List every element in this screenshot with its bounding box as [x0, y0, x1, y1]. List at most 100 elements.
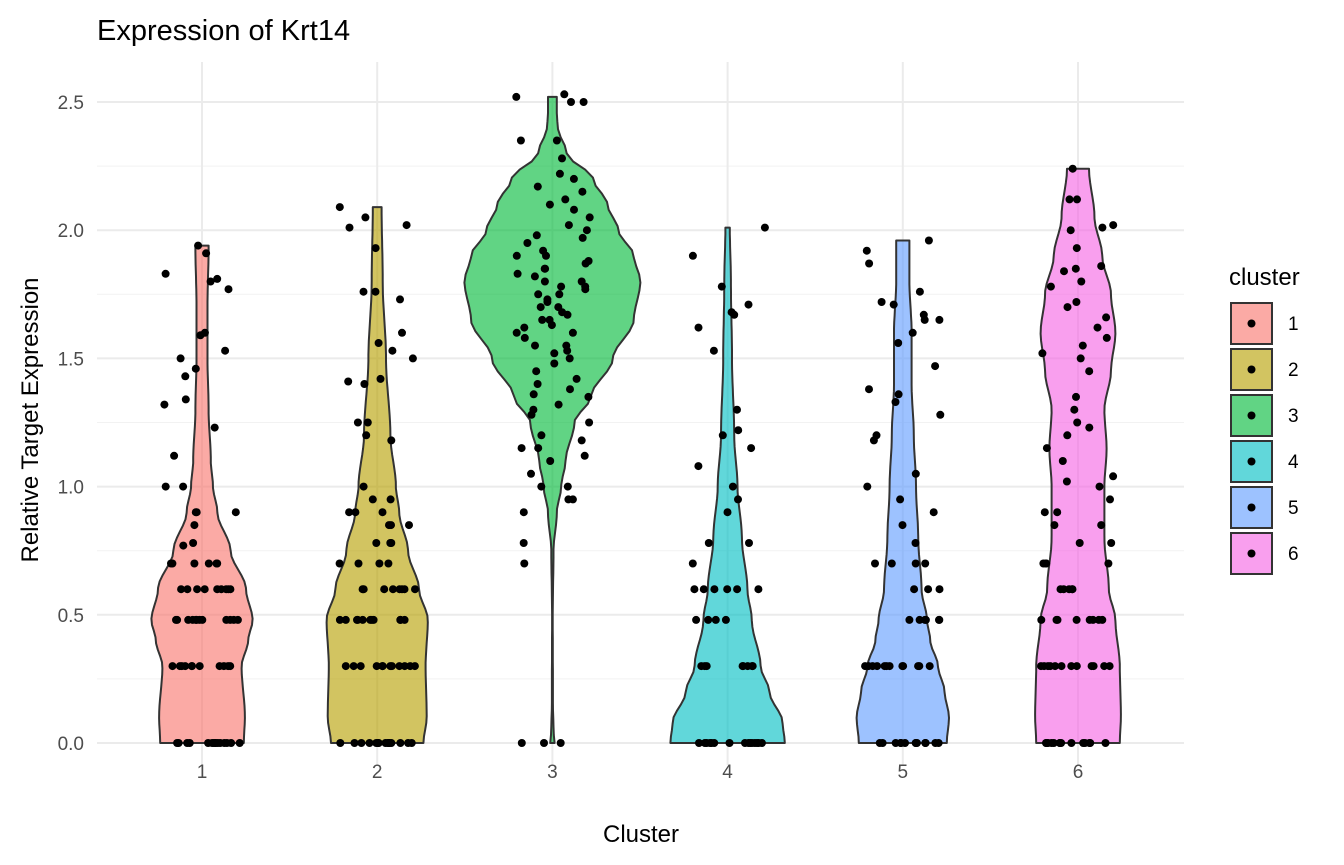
data-point-cluster-1 — [206, 277, 215, 286]
data-point-cluster-6 — [1063, 431, 1072, 440]
data-point-cluster-6 — [1072, 298, 1081, 306]
data-point-cluster-3 — [517, 444, 526, 453]
data-point-cluster-5 — [935, 615, 943, 624]
y-tick-label: 1.5 — [58, 349, 84, 370]
data-point-cluster-4 — [727, 308, 736, 317]
data-point-cluster-2 — [354, 559, 363, 568]
data-point-cluster-2 — [360, 380, 369, 388]
data-point-cluster-5 — [915, 662, 924, 671]
data-point-cluster-5 — [889, 300, 898, 309]
legend-label-5: 5 — [1288, 498, 1299, 519]
data-point-cluster-5 — [925, 662, 934, 671]
legend-label-3: 3 — [1288, 406, 1299, 427]
data-point-cluster-6 — [1038, 349, 1047, 358]
data-point-cluster-6 — [1072, 392, 1080, 401]
data-point-cluster-5 — [919, 310, 928, 319]
data-point-cluster-2 — [367, 615, 376, 624]
data-point-cluster-1 — [190, 521, 199, 530]
data-point-cluster-1 — [185, 739, 194, 747]
data-point-cluster-4 — [734, 426, 743, 435]
data-point-cluster-6 — [1073, 195, 1081, 204]
data-point-cluster-4 — [710, 739, 719, 747]
data-point-cluster-5 — [911, 469, 920, 478]
data-point-cluster-6 — [1072, 615, 1081, 624]
data-point-cluster-5 — [924, 585, 933, 594]
data-point-cluster-5 — [924, 236, 933, 245]
data-point-cluster-2 — [396, 295, 404, 304]
data-point-cluster-3 — [572, 374, 581, 383]
data-point-cluster-2 — [362, 431, 371, 440]
data-point-cluster-6 — [1055, 739, 1064, 747]
data-point-cluster-6 — [1105, 662, 1114, 671]
jitter-points — [160, 90, 1118, 747]
data-point-cluster-1 — [194, 241, 203, 250]
data-point-cluster-3 — [582, 226, 591, 235]
data-point-cluster-5 — [915, 615, 924, 624]
data-point-cluster-3 — [539, 246, 548, 255]
x-axis-title: Cluster — [603, 821, 679, 848]
data-point-cluster-6 — [1104, 559, 1113, 568]
data-point-cluster-6 — [1071, 264, 1080, 273]
data-point-cluster-4 — [694, 323, 703, 332]
data-point-cluster-4 — [725, 739, 734, 747]
data-point-cluster-4 — [754, 585, 763, 594]
data-point-cluster-1 — [195, 615, 204, 624]
data-point-cluster-1 — [224, 662, 233, 671]
data-point-cluster-6 — [1062, 477, 1071, 486]
legend-key-dot — [1247, 365, 1256, 374]
x-tick-label: 6 — [1073, 762, 1084, 783]
data-point-cluster-1 — [181, 372, 190, 381]
data-point-cluster-2 — [353, 418, 362, 427]
data-point-cluster-4 — [718, 431, 727, 440]
data-point-cluster-4 — [711, 615, 720, 624]
data-point-cluster-4 — [694, 462, 703, 471]
data-point-cluster-6 — [1095, 482, 1104, 491]
data-point-cluster-6 — [1067, 662, 1076, 671]
data-point-cluster-3 — [580, 451, 589, 460]
data-point-cluster-6 — [1049, 739, 1058, 747]
data-point-cluster-4 — [723, 585, 732, 594]
data-point-cluster-2 — [411, 585, 419, 594]
data-point-cluster-6 — [1101, 739, 1110, 747]
data-point-cluster-1 — [231, 508, 240, 517]
data-point-cluster-2 — [353, 615, 361, 624]
data-point-cluster-5 — [908, 328, 917, 337]
data-point-cluster-4 — [697, 662, 706, 671]
data-point-cluster-6 — [1085, 615, 1094, 624]
legend-key-dot — [1247, 411, 1256, 420]
data-point-cluster-3 — [566, 385, 574, 394]
data-point-cluster-6 — [1076, 354, 1085, 363]
data-point-cluster-6 — [1053, 508, 1062, 517]
data-point-cluster-4 — [704, 539, 713, 547]
data-point-cluster-3 — [579, 98, 588, 106]
data-point-cluster-3 — [584, 257, 593, 265]
data-point-cluster-2 — [371, 287, 380, 296]
data-point-cluster-6 — [1068, 585, 1077, 594]
data-point-cluster-3 — [540, 264, 549, 273]
data-point-cluster-5 — [915, 287, 924, 296]
data-point-cluster-3 — [550, 349, 559, 358]
data-point-cluster-1 — [213, 559, 222, 568]
data-point-cluster-4 — [699, 585, 708, 594]
data-point-cluster-4 — [710, 585, 719, 594]
data-point-cluster-3 — [523, 239, 532, 247]
y-tick-label: 2.5 — [58, 93, 84, 114]
data-point-cluster-1 — [213, 274, 222, 283]
data-point-cluster-6 — [1097, 521, 1106, 530]
data-point-cluster-2 — [396, 739, 405, 747]
data-point-cluster-2 — [350, 739, 359, 747]
data-point-cluster-3 — [531, 341, 539, 350]
data-point-cluster-4 — [733, 405, 741, 414]
x-tick-label: 5 — [898, 762, 909, 783]
data-point-cluster-6 — [1085, 367, 1094, 376]
legend-label-2: 2 — [1288, 360, 1299, 381]
data-point-cluster-6 — [1044, 739, 1052, 747]
data-point-cluster-1 — [193, 585, 202, 594]
data-point-cluster-4 — [717, 282, 726, 291]
data-point-cluster-4 — [744, 739, 753, 747]
data-point-cluster-3 — [585, 213, 594, 222]
data-point-cluster-2 — [375, 559, 384, 568]
data-point-cluster-2 — [363, 418, 372, 427]
data-point-cluster-1 — [174, 739, 183, 747]
